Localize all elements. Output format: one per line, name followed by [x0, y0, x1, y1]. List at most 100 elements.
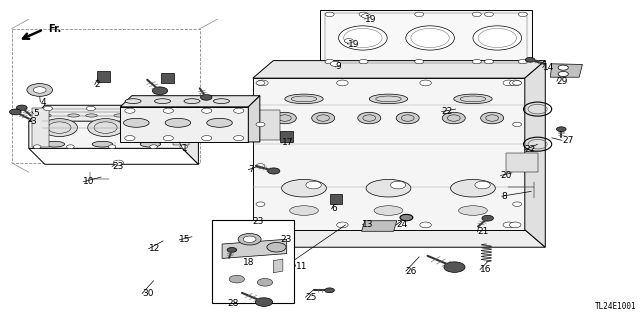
Polygon shape [253, 110, 280, 140]
Polygon shape [120, 107, 248, 142]
Circle shape [396, 112, 419, 124]
Text: 6: 6 [332, 204, 337, 213]
Circle shape [558, 71, 568, 77]
Circle shape [33, 87, 46, 93]
Text: 20: 20 [500, 171, 512, 180]
Polygon shape [506, 153, 538, 172]
Text: 5: 5 [33, 109, 39, 118]
Text: 21: 21 [477, 227, 489, 236]
Ellipse shape [366, 179, 411, 197]
Circle shape [17, 105, 27, 110]
Ellipse shape [124, 118, 149, 127]
Circle shape [67, 145, 74, 149]
Circle shape [420, 222, 431, 228]
Circle shape [325, 12, 334, 17]
Circle shape [163, 136, 173, 141]
Polygon shape [550, 64, 582, 77]
Text: 19: 19 [348, 40, 359, 48]
Circle shape [503, 80, 515, 86]
Circle shape [234, 108, 244, 113]
Bar [280, 131, 293, 142]
Circle shape [257, 222, 268, 228]
Ellipse shape [454, 94, 492, 104]
Text: 3: 3 [31, 117, 36, 126]
Text: 1: 1 [182, 144, 188, 153]
Circle shape [33, 145, 41, 149]
Ellipse shape [140, 141, 161, 147]
Circle shape [273, 112, 296, 124]
Circle shape [513, 81, 522, 85]
Circle shape [10, 109, 21, 115]
Ellipse shape [40, 114, 51, 117]
Ellipse shape [165, 118, 191, 127]
Ellipse shape [451, 179, 495, 197]
Circle shape [518, 12, 527, 17]
Text: 12: 12 [148, 244, 160, 253]
Circle shape [415, 12, 424, 17]
Polygon shape [29, 148, 198, 164]
Text: 10: 10 [83, 177, 95, 186]
Text: 8: 8 [502, 192, 508, 201]
Circle shape [255, 298, 273, 306]
Circle shape [518, 59, 527, 64]
Polygon shape [29, 105, 182, 148]
Circle shape [513, 164, 522, 168]
Circle shape [180, 145, 188, 149]
Text: 13: 13 [362, 220, 374, 229]
Circle shape [172, 106, 181, 111]
Text: 4: 4 [40, 98, 46, 107]
Circle shape [163, 108, 173, 113]
Circle shape [256, 122, 265, 127]
Circle shape [482, 215, 493, 221]
Text: 22: 22 [442, 107, 453, 116]
Text: 14: 14 [543, 63, 554, 72]
Text: 23: 23 [253, 217, 264, 226]
Ellipse shape [86, 114, 97, 117]
Circle shape [484, 12, 493, 17]
Polygon shape [173, 110, 189, 145]
Circle shape [513, 202, 522, 206]
Ellipse shape [214, 99, 230, 103]
Circle shape [359, 59, 368, 64]
Bar [161, 73, 174, 83]
Polygon shape [253, 61, 545, 78]
Circle shape [234, 136, 244, 141]
Text: 11: 11 [296, 262, 307, 271]
Circle shape [337, 222, 348, 228]
Circle shape [481, 112, 504, 124]
Circle shape [420, 80, 431, 86]
Circle shape [125, 108, 135, 113]
Ellipse shape [132, 114, 143, 117]
Text: 24: 24 [396, 220, 408, 229]
Text: 27: 27 [562, 136, 573, 145]
Circle shape [202, 136, 212, 141]
Ellipse shape [44, 141, 65, 147]
Ellipse shape [68, 114, 79, 117]
Polygon shape [320, 10, 532, 66]
Circle shape [406, 26, 454, 50]
Text: 9: 9 [335, 63, 341, 71]
Polygon shape [253, 230, 545, 247]
Circle shape [509, 222, 521, 228]
Circle shape [256, 81, 265, 85]
Circle shape [390, 181, 406, 189]
Circle shape [415, 59, 424, 64]
Circle shape [268, 168, 280, 174]
Circle shape [472, 59, 481, 64]
Circle shape [229, 275, 244, 283]
Circle shape [558, 65, 568, 70]
Circle shape [525, 57, 535, 62]
Circle shape [86, 106, 95, 111]
Circle shape [44, 106, 52, 111]
Circle shape [442, 112, 465, 124]
Ellipse shape [160, 114, 172, 117]
Ellipse shape [282, 179, 326, 197]
Circle shape [243, 236, 256, 242]
Polygon shape [120, 96, 260, 107]
Circle shape [256, 164, 265, 168]
Circle shape [150, 145, 157, 149]
Circle shape [339, 26, 387, 50]
Text: Fr.: Fr. [48, 24, 61, 34]
Text: 28: 28 [227, 299, 239, 308]
Circle shape [152, 87, 168, 95]
